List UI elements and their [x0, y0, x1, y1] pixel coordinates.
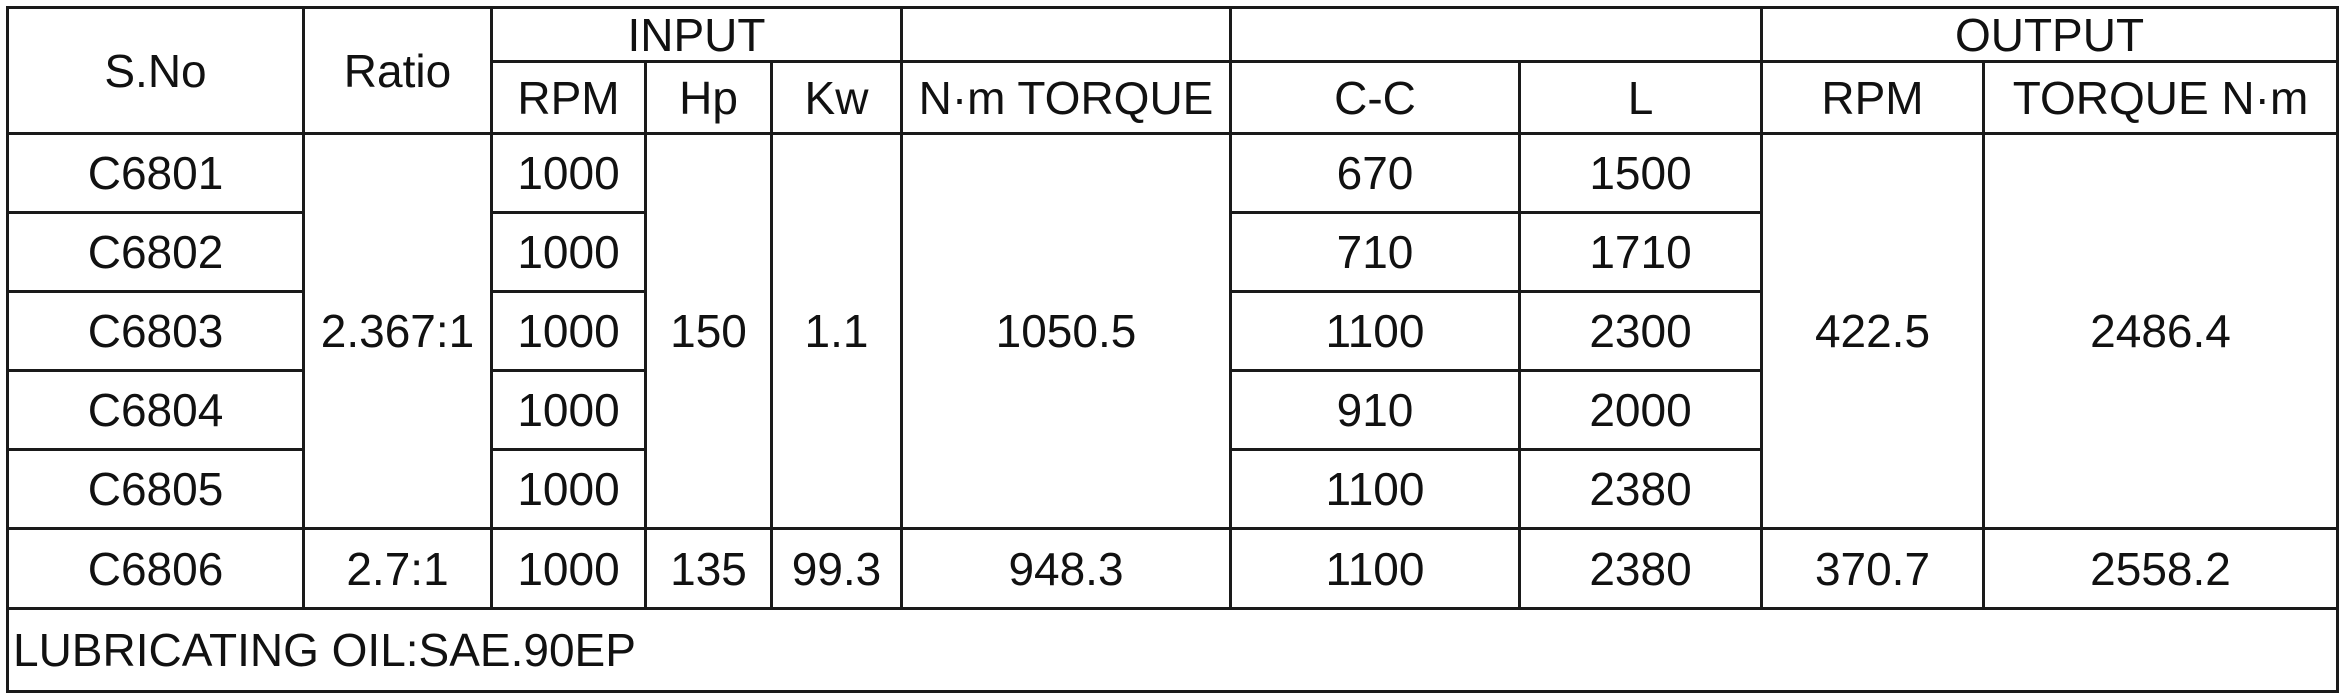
hp-cell: 135: [644, 527, 773, 610]
header-input: INPUT: [490, 6, 903, 63]
sno-cell: C6802: [6, 211, 305, 293]
output-rpm-cell: 370.7: [1760, 527, 1985, 610]
table-row: C6803 1000 1100 2300: [6, 290, 2338, 372]
sno-cell: C6806: [6, 527, 305, 610]
l-cell: 1710: [1518, 211, 1763, 293]
header-torque-nm: TORQUE N·m: [1981, 60, 2340, 135]
cc-cell: 910: [1229, 369, 1521, 451]
header-row-1: S.No Ratio INPUT OUTPUT: [6, 6, 2340, 135]
l-cell: 2300: [1518, 290, 1763, 372]
header-input-rpm: RPM: [490, 60, 647, 135]
sno-cell: C6803: [6, 290, 305, 372]
input-rpm-cell: 1000: [490, 132, 647, 214]
table-row: C6806 2.7:1 1000 135 99.3 948.3 1100 238…: [6, 527, 2340, 610]
spec-table: S.No Ratio INPUT OUTPUT RPM Hp Kw N·m TO…: [5, 6, 2340, 693]
header-ratio: Ratio: [302, 6, 493, 135]
kw-cell: 1.1: [770, 132, 903, 530]
input-rpm-cell: 1000: [490, 290, 647, 372]
l-cell: 2000: [1518, 369, 1763, 451]
ratio-cell: 2.367:1: [302, 132, 493, 530]
header-nm-torque: N·m TORQUE: [900, 60, 1232, 135]
header-kw: Kw: [770, 60, 903, 135]
cc-cell: 1100: [1229, 290, 1521, 372]
input-rpm-cell: 1000: [490, 527, 647, 610]
sno-cell: C6801: [6, 132, 305, 214]
l-cell: 1500: [1518, 132, 1763, 214]
table-row: C6802 1000 710 1710: [6, 211, 2338, 293]
output-rpm-cell: 422.5: [1760, 132, 1985, 530]
header-sno: S.No: [6, 6, 305, 135]
header-hp: Hp: [644, 60, 773, 135]
input-rpm-cell: 1000: [490, 369, 647, 451]
lubricating-oil-note: LUBRICATING OIL:SAE.90EP: [5, 607, 2340, 693]
cc-cell: 1100: [1229, 527, 1521, 610]
nm-torque-cell: 1050.5: [900, 132, 1232, 530]
cc-cell: 710: [1229, 211, 1521, 293]
l-cell: 2380: [1518, 527, 1763, 610]
note-row: LUBRICATING OIL:SAE.90EP: [5, 607, 2340, 693]
sno-cell: C6805: [6, 448, 305, 530]
header-output-rpm: RPM: [1760, 60, 1985, 135]
l-cell: 2380: [1518, 448, 1763, 530]
hp-cell: 150: [644, 132, 773, 530]
input-rpm-cell: 1000: [490, 211, 647, 293]
kw-cell: 99.3: [770, 527, 903, 610]
input-rpm-cell: 1000: [490, 448, 647, 530]
ratio-cell: 2.7:1: [302, 527, 493, 610]
header-output: OUTPUT: [1759, 6, 2340, 63]
output-torque-cell: 2486.4: [1981, 132, 2340, 530]
header-blank-dims: [1229, 6, 1763, 63]
table-row: C6805 1000 1100 2380: [6, 448, 2338, 530]
cc-cell: 670: [1229, 132, 1521, 214]
header-row-2: RPM Hp Kw N·m TORQUE C-C L RPM TORQUE N·…: [8, 60, 2340, 135]
cc-cell: 1100: [1229, 448, 1521, 530]
output-torque-cell: 2558.2: [1981, 527, 2340, 610]
sno-cell: C6804: [6, 369, 305, 451]
header-l: L: [1518, 60, 1763, 135]
nm-torque-cell: 948.3: [900, 527, 1232, 610]
table-row: C6801 2.367:1 1000 150 1.1 1050.5 670 15…: [6, 132, 2340, 530]
header-cc: C-C: [1229, 60, 1521, 135]
table-row: C6804 1000 910 2000: [6, 369, 2338, 451]
header-blank-torque: [900, 6, 1232, 63]
